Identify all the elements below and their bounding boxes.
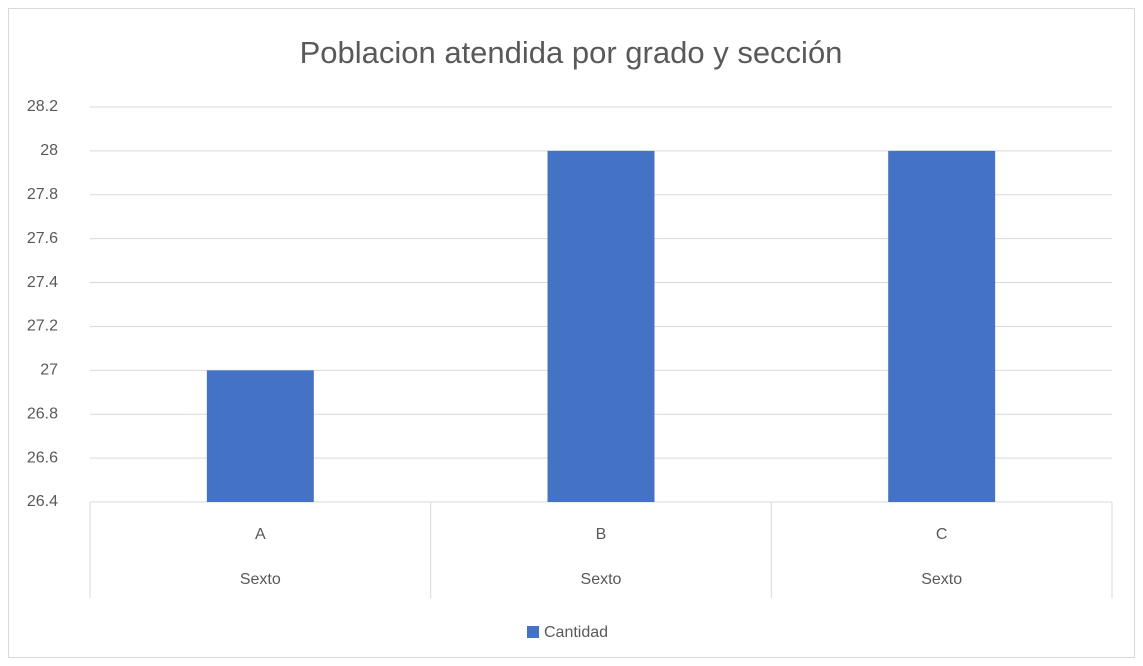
x-group-label: Sexto: [921, 571, 962, 588]
y-tick-label: 28.2: [27, 98, 58, 115]
y-tick-label: 28: [40, 142, 58, 159]
legend-swatch: [527, 626, 539, 638]
x-group-label: Sexto: [581, 571, 622, 588]
y-tick-label: 26.4: [27, 493, 58, 510]
y-tick-label: 27: [40, 362, 58, 379]
x-group-label: Sexto: [240, 571, 281, 588]
bar: [547, 150, 655, 502]
y-tick-label: 27.2: [27, 318, 58, 335]
x-tick-label: A: [255, 526, 266, 543]
bar: [206, 370, 314, 502]
y-tick-label: 27.6: [27, 230, 58, 247]
y-tick-label: 26.8: [27, 405, 58, 422]
legend-label: Cantidad: [544, 624, 608, 641]
chart-title: Poblacion atendida por grado y sección: [300, 35, 843, 70]
bar: [888, 150, 996, 502]
y-tick-label: 27.8: [27, 186, 58, 203]
x-tick-label: C: [936, 526, 948, 543]
y-tick-label: 26.6: [27, 449, 58, 466]
x-tick-label: B: [596, 526, 607, 543]
y-tick-label: 27.4: [27, 274, 58, 291]
